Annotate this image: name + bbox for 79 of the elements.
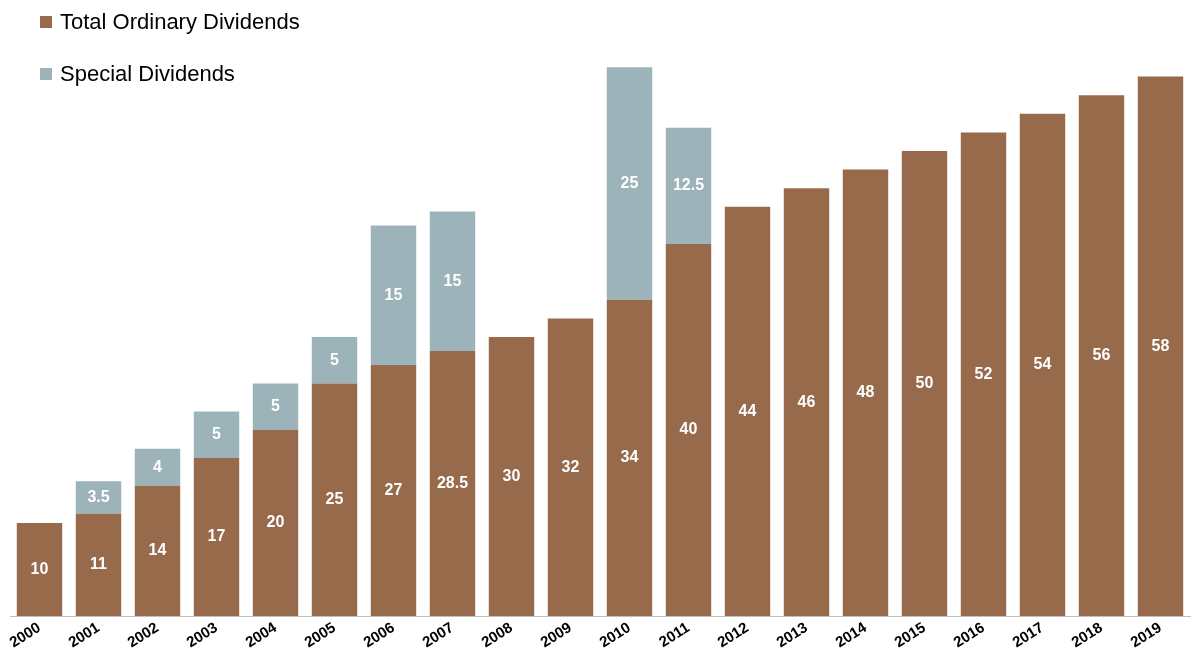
legend-label: Total Ordinary Dividends [60, 9, 300, 35]
x-tick-label: 2013 [773, 618, 811, 651]
bar [665, 127, 712, 245]
data-label: 27 [384, 480, 403, 498]
bar [488, 337, 535, 617]
data-label: 15 [384, 285, 403, 303]
x-tick-label: 2009 [537, 618, 575, 651]
bar [134, 485, 181, 617]
bar [1137, 76, 1184, 617]
bar [193, 457, 240, 617]
bar [134, 448, 181, 486]
data-label: 15 [443, 271, 462, 289]
data-label: 44 [738, 401, 757, 419]
bar [252, 430, 299, 617]
x-tick-label: 2002 [124, 618, 162, 651]
bar [606, 299, 653, 617]
data-label: 54 [1033, 355, 1052, 373]
data-label: 17 [207, 527, 226, 545]
bar [842, 169, 889, 617]
data-label: 5 [271, 397, 281, 415]
data-label: 30 [502, 466, 521, 484]
data-label: 32 [561, 457, 580, 475]
bar [606, 67, 653, 300]
data-label: 48 [856, 383, 875, 401]
x-tick-label: 2010 [596, 618, 634, 651]
data-label: 14 [148, 541, 167, 559]
x-tick-label: 2001 [65, 618, 103, 651]
bar [370, 225, 417, 365]
data-label: 25 [325, 490, 344, 508]
x-tick-label: 2005 [301, 618, 339, 651]
x-tick-label: 2019 [1127, 618, 1165, 651]
data-label: 12.5 [672, 176, 705, 194]
x-tick-label: 2017 [1009, 618, 1047, 651]
data-label: 28.5 [436, 473, 469, 491]
bar [960, 132, 1007, 617]
x-tick-label: 2018 [1068, 618, 1106, 651]
data-label: 40 [679, 420, 698, 438]
x-tick-label: 2016 [950, 618, 988, 651]
bar [16, 523, 63, 617]
bar [370, 364, 417, 617]
bar [429, 211, 476, 351]
x-tick-label: 2004 [242, 617, 280, 651]
data-label: 25 [620, 173, 639, 191]
data-label: 50 [915, 373, 934, 391]
legend-label: Special Dividends [60, 61, 235, 87]
bar [901, 151, 948, 617]
bar [252, 383, 299, 431]
bar [665, 244, 712, 617]
data-label: 4 [153, 457, 163, 475]
x-tick-label: 2006 [360, 618, 398, 651]
x-tick-label: 2000 [6, 618, 44, 651]
data-label: 34 [620, 448, 639, 466]
data-label: 20 [266, 513, 285, 531]
bar [1078, 95, 1125, 617]
bar [1019, 113, 1066, 617]
data-label: 52 [974, 364, 993, 382]
bar [429, 350, 476, 617]
data-label: 5 [212, 425, 222, 443]
x-tick-label: 2007 [419, 618, 457, 651]
data-label: 58 [1151, 336, 1170, 354]
data-label: 46 [797, 392, 816, 410]
x-tick-label: 2012 [714, 618, 752, 651]
bar [724, 206, 771, 617]
x-tick-label: 2008 [478, 618, 516, 651]
bar [311, 383, 358, 617]
x-tick-label: 2014 [832, 617, 870, 651]
data-label: 3.5 [87, 487, 110, 505]
bar [75, 513, 122, 617]
bar [783, 188, 830, 617]
bar [311, 337, 358, 384]
x-tick-label: 2003 [183, 618, 221, 651]
bar [547, 318, 594, 617]
data-label: 11 [90, 555, 108, 573]
bar [193, 411, 240, 458]
x-tick-label: 2011 [655, 618, 693, 650]
data-label: 10 [30, 559, 49, 577]
x-tick-label: 2015 [891, 618, 929, 651]
data-label: 5 [330, 350, 340, 368]
data-label: 56 [1092, 346, 1111, 364]
